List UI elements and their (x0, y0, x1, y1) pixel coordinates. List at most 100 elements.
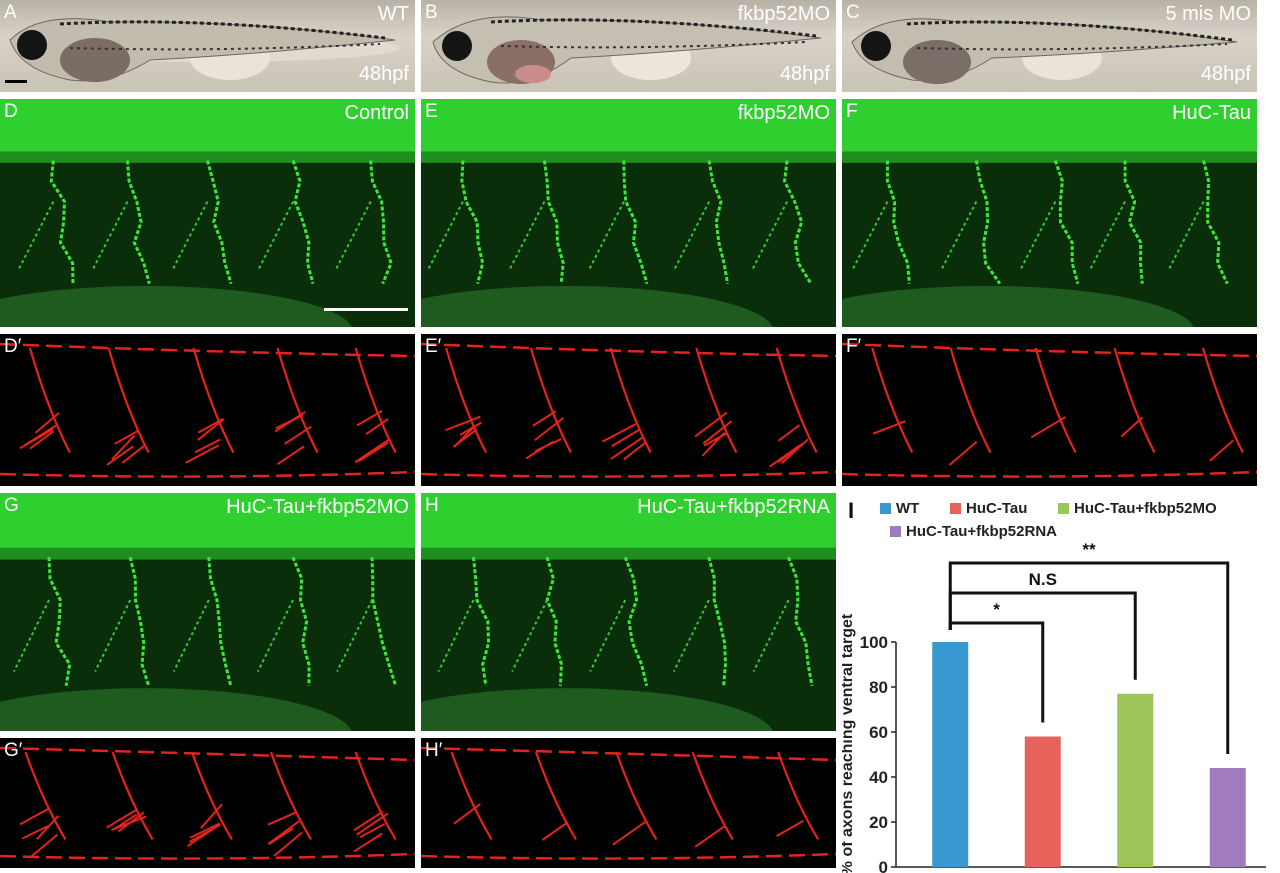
legend-swatch (890, 526, 901, 537)
axon-branch (1120, 416, 1144, 438)
axon (1053, 160, 1080, 285)
axon (974, 160, 1002, 285)
axon-branch (612, 821, 646, 846)
axon-branch (197, 418, 225, 441)
axon-tracing-illustration (0, 342, 415, 478)
axon-branch (611, 428, 641, 448)
axon-branch (1019, 201, 1057, 271)
axon-branch (334, 201, 372, 271)
axon-branch (256, 599, 294, 672)
axon-branch (121, 444, 145, 464)
axon-branch (353, 810, 384, 831)
y-tick-label: 0 (879, 858, 888, 873)
axon-branch (751, 201, 788, 271)
legend-swatch (880, 503, 891, 514)
axon-branch (511, 599, 548, 672)
axon (291, 160, 315, 285)
axon-branch (356, 812, 389, 836)
legend-item: HuC-Tau (950, 500, 1027, 517)
axon-branch (276, 445, 305, 466)
y-tick-label: 80 (869, 678, 888, 697)
axon-branch (851, 201, 889, 271)
panel-g-fluorescence-image: G HuC-Tau+fkbp52MO (0, 493, 415, 731)
axon-branch (274, 410, 306, 433)
panel-c-embryo-image: C 5 mis MO 48hpf (842, 0, 1257, 92)
axon-branch (106, 445, 134, 466)
bar-huc-tau-fkbp52rna (1209, 768, 1246, 867)
panel-label-g-prime: G′ (4, 740, 23, 761)
axon-trace (615, 751, 658, 840)
axon-trace (450, 751, 493, 840)
axon-branch (1089, 201, 1126, 271)
y-axis-label: % of axons reaching ventral target (842, 613, 856, 873)
panel-condition-c: 5 mis MO (1165, 3, 1251, 25)
panel-e-prime-tracing: E′ (421, 334, 836, 486)
axon-branch (534, 417, 564, 442)
boundary-line (842, 342, 1257, 358)
bar-huc-tau-fkbp52mo (1117, 693, 1154, 867)
axon-trace (192, 347, 235, 454)
legend-item: WT (880, 500, 919, 517)
axon-branch (940, 201, 978, 271)
panel-label-h: H (425, 495, 439, 516)
panel-b-embryo-image: B fkbp52MO 48hpf (421, 0, 836, 92)
axon (460, 160, 485, 285)
axon (370, 557, 398, 687)
axon-branch (702, 420, 733, 445)
axon-branch (17, 201, 55, 271)
legend-label: HuC-Tau (966, 500, 1028, 517)
legend-label: HuC-Tau+fkbp52RNA (906, 523, 1057, 540)
axon (207, 557, 233, 687)
axon-branch (194, 438, 221, 454)
bar-huc-tau (1024, 736, 1061, 867)
y-tick-label: 60 (869, 723, 888, 742)
fluorescence-illustration (421, 493, 836, 731)
axon-trace (354, 347, 397, 454)
significance-label: ** (1082, 540, 1096, 559)
panel-d-prime-tracing: D′ (0, 334, 415, 486)
fluorescence-illustration (0, 493, 415, 731)
panel-h-fluorescence-image: H HuC-Tau+fkbp52RNA (421, 493, 836, 731)
axon-branch (534, 438, 562, 453)
panel-label-e: E (425, 101, 438, 122)
axon-tracing-illustration (421, 746, 836, 860)
axon-branch (541, 821, 569, 841)
axon-trace (24, 751, 67, 840)
axon-trace (107, 347, 150, 454)
axon (369, 160, 393, 285)
panel-a-embryo-image: A WT 48hpf (0, 0, 415, 92)
panel-condition-a: WT (377, 3, 409, 25)
axon-trace (28, 347, 71, 454)
axon-branch (268, 827, 294, 846)
axon-branch (672, 599, 710, 672)
axon (542, 160, 565, 284)
panel-label-d: D (4, 101, 18, 122)
panel-g-prime-tracing: G′ (0, 738, 415, 868)
axon-branch (452, 428, 478, 448)
axon-branch (426, 201, 464, 271)
axon-trace (775, 347, 818, 454)
axon (126, 160, 151, 285)
axon-trace (777, 751, 820, 840)
embryo-illustration (851, 18, 1238, 84)
panel-f-fluorescence-image: F HuC-Tau (842, 99, 1257, 327)
axon-branch (21, 825, 49, 840)
axon-trace (1034, 347, 1077, 454)
bar-wt (932, 642, 969, 867)
axon-trace (111, 751, 154, 840)
axon-branch (23, 424, 57, 447)
axon-branch (532, 410, 557, 427)
panel-condition-g: HuC-Tau+fkbp52MO (226, 496, 409, 518)
axon (782, 160, 813, 285)
axon-branch (171, 201, 209, 271)
panel-stage-a: 48hpf (358, 63, 409, 85)
axon (47, 557, 72, 687)
panel-d-fluorescence-image: D Control (0, 99, 415, 327)
axon-branch (197, 417, 224, 434)
boundary-line (421, 746, 836, 762)
significance-bracket (948, 561, 1230, 754)
axon-branch (694, 411, 728, 438)
axon (545, 556, 564, 686)
axon-trace (276, 347, 319, 454)
axon-trace (1113, 347, 1156, 454)
